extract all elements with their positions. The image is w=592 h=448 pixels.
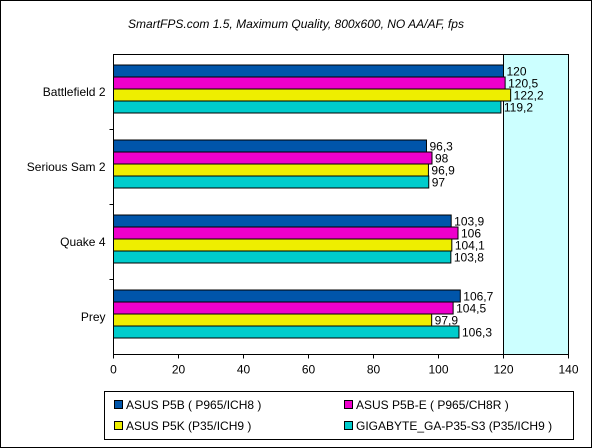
chart-title: SmartFPS.com 1.5, Maximum Quality, 800x6…	[128, 17, 464, 31]
value-label-quake-4-series-2: 106	[461, 227, 481, 241]
value-labels-layer: 120120,5122,2119,296,39896,997103,910610…	[429, 65, 544, 340]
bar-prey-series-4	[113, 325, 460, 339]
category-label-quake-4: Quake 4	[60, 235, 106, 249]
legend-label-series-1: ASUS P5B ( P965/ICH8 )	[126, 398, 261, 412]
bar-quake-4-series-4	[113, 250, 452, 264]
legend-swatch-series-3	[114, 421, 123, 430]
value-label-quake-4-series-3: 104,1	[455, 239, 485, 253]
value-label-prey-series-4: 106,3	[462, 326, 492, 340]
x-tick-label-120: 120	[493, 363, 513, 377]
category-label-serious-sam-2: Serious Sam 2	[27, 160, 106, 174]
bar-serious-sam-2-series-2	[113, 151, 433, 165]
bar-prey-series-1	[113, 289, 461, 303]
bar-quake-4-series-1	[113, 214, 452, 228]
bar-prey-series-3	[113, 313, 433, 327]
value-label-battlefield-2-series-3: 122,2	[514, 89, 544, 103]
bar-battlefield-2-series-2	[113, 76, 506, 90]
bar-prey-series-2	[113, 301, 454, 315]
legend-swatch-series-2	[344, 400, 353, 409]
legend-label-series-2: ASUS P5B-E ( P965/CH8R )	[356, 398, 509, 412]
value-label-serious-sam-2-series-1: 96,3	[429, 140, 453, 154]
bar-serious-sam-2-series-1	[113, 139, 427, 153]
value-label-battlefield-2-series-1: 120	[507, 65, 527, 79]
x-tick-label-100: 100	[428, 363, 448, 377]
value-label-serious-sam-2-series-4: 97	[432, 176, 446, 190]
bars-layer	[113, 54, 512, 355]
legend	[104, 391, 574, 440]
x-tick-label-20: 20	[172, 363, 186, 377]
bar-quake-4-series-2	[113, 226, 459, 240]
legend-swatch-series-4	[344, 421, 353, 430]
bar-battlefield-2-series-1	[113, 64, 504, 78]
x-tick-label-60: 60	[302, 363, 316, 377]
bar-battlefield-2-series-4	[113, 100, 502, 114]
value-label-quake-4-series-4: 103,8	[454, 251, 484, 265]
value-label-prey-series-1: 106,7	[463, 290, 493, 304]
value-label-serious-sam-2-series-2: 98	[435, 152, 449, 166]
value-label-battlefield-2-series-2: 120,5	[508, 77, 538, 91]
x-tick-label-40: 40	[237, 363, 251, 377]
x-tick-label-80: 80	[367, 363, 381, 377]
value-label-prey-series-2: 104,5	[456, 302, 486, 316]
legend-swatch-series-1	[114, 400, 123, 409]
bar-serious-sam-2-series-4	[113, 175, 430, 189]
value-label-prey-series-3: 97,9	[435, 314, 459, 328]
category-label-battlefield-2: Battlefield 2	[43, 85, 106, 99]
x-tick-label-140: 140	[558, 363, 578, 377]
category-label-prey: Prey	[81, 310, 106, 324]
value-label-quake-4-series-1: 103,9	[454, 215, 484, 229]
y-axis: Battlefield 2 Serious Sam 2 Quake 4 Prey	[27, 85, 114, 324]
value-label-battlefield-2-series-4: 119,2	[504, 101, 533, 115]
bar-quake-4-series-3	[113, 238, 453, 252]
legend-label-series-4: GIGABYTE_GA-P35-S3 (P35/ICH9 )	[356, 419, 552, 433]
bar-battlefield-2-series-3	[113, 88, 512, 102]
x-tick-label-0: 0	[110, 363, 117, 377]
highlight-band	[503, 55, 568, 354]
legend-label-series-3: ASUS P5K (P35/ICH9 )	[126, 419, 251, 433]
bar-serious-sam-2-series-3	[113, 163, 429, 177]
value-label-serious-sam-2-series-3: 96,9	[431, 164, 455, 178]
legend-items: ASUS P5B ( P965/ICH8 ) ASUS P5B-E ( P965/…	[114, 398, 552, 433]
x-axis: 0 20 40 60 80 100 120 140	[110, 354, 579, 377]
